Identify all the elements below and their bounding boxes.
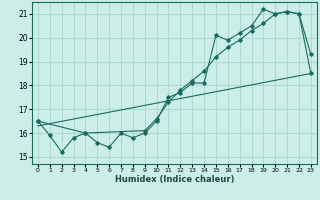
- X-axis label: Humidex (Indice chaleur): Humidex (Indice chaleur): [115, 175, 234, 184]
